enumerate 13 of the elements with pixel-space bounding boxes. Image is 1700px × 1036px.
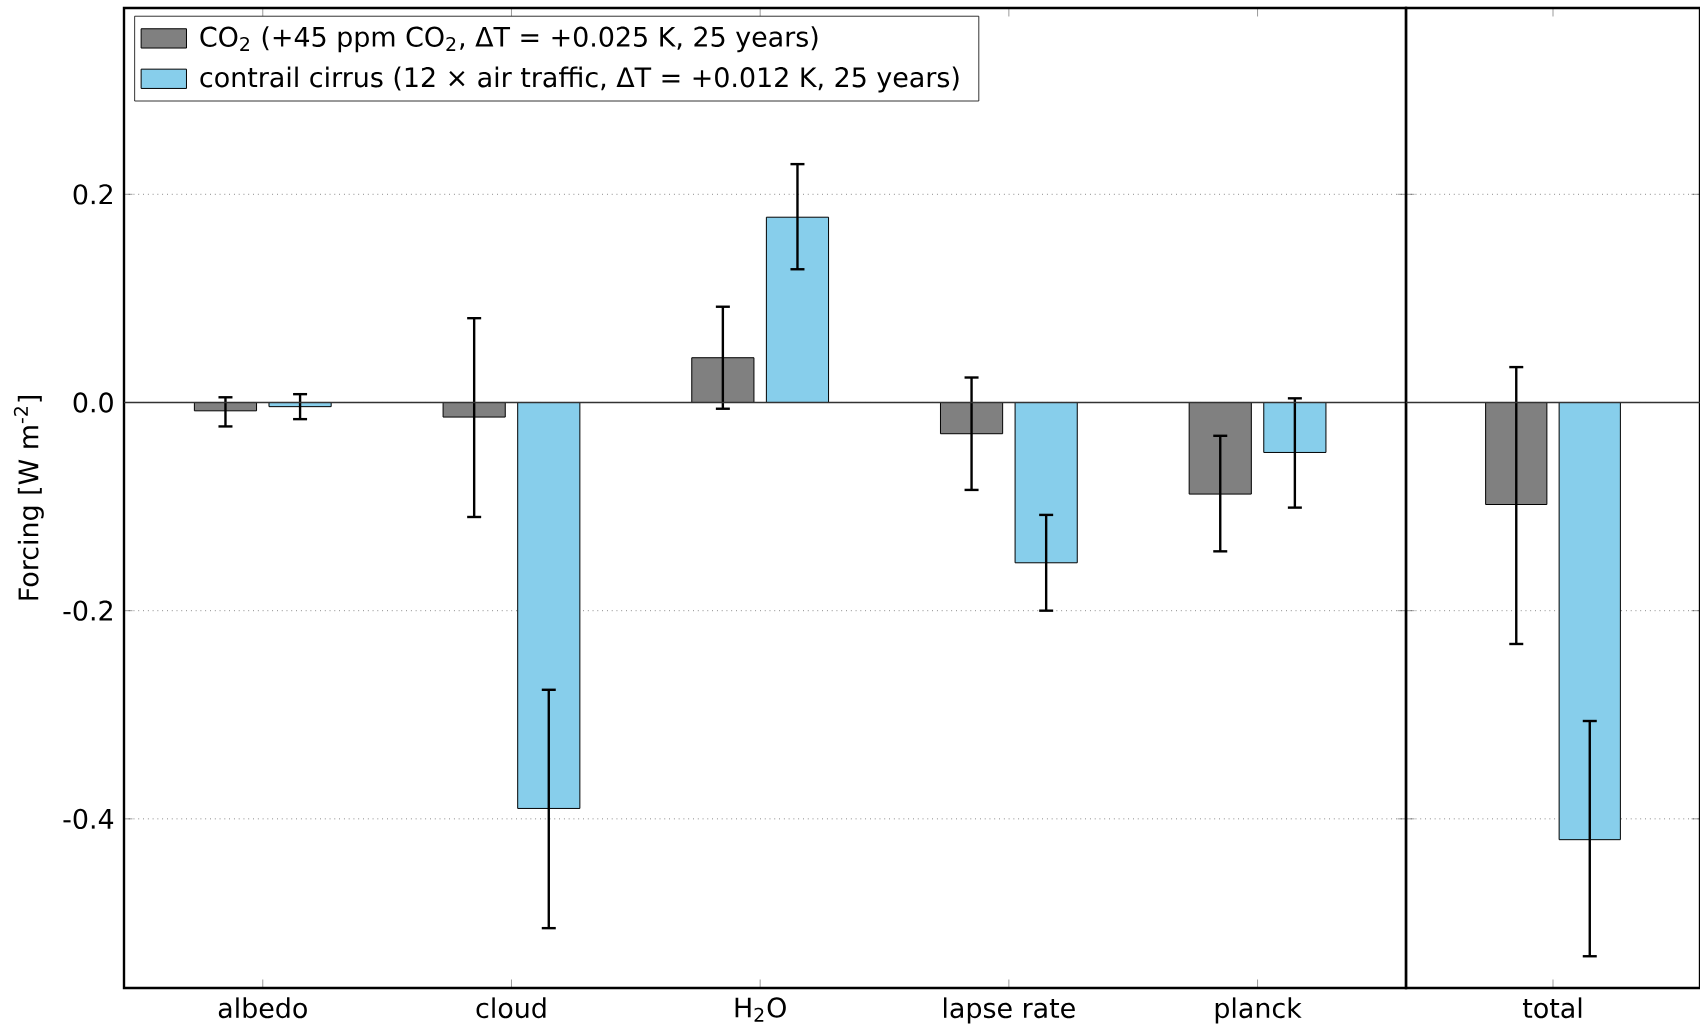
legend-label: CO$_{2}$ (+45 ppm CO$_{2}$, ΔT = +0.025 K, 25 years) <box>200 26 818 53</box>
y-tick-label: -0.2 <box>63 600 112 621</box>
x-tick-label: H$_{2}$O <box>735 997 786 1022</box>
y-axis-title: Forcing [W m$^{-2}$] <box>13 396 44 600</box>
legend-label: contrail cirrus (12 × air traffic, ΔT = +0.012 K, 25 years) <box>200 66 959 93</box>
x-tick-label: lapse rate <box>944 997 1075 1024</box>
x-tick-label: cloud <box>476 997 546 1019</box>
y-tick-label: 0.2 <box>73 184 112 205</box>
y-tick-label: 0.0 <box>73 392 113 413</box>
x-tick-label: albedo <box>218 997 307 1019</box>
x-tick-label: planck <box>1215 997 1302 1024</box>
y-tick-label: -0.4 <box>63 808 114 830</box>
x-tick-label: total <box>1522 997 1582 1019</box>
